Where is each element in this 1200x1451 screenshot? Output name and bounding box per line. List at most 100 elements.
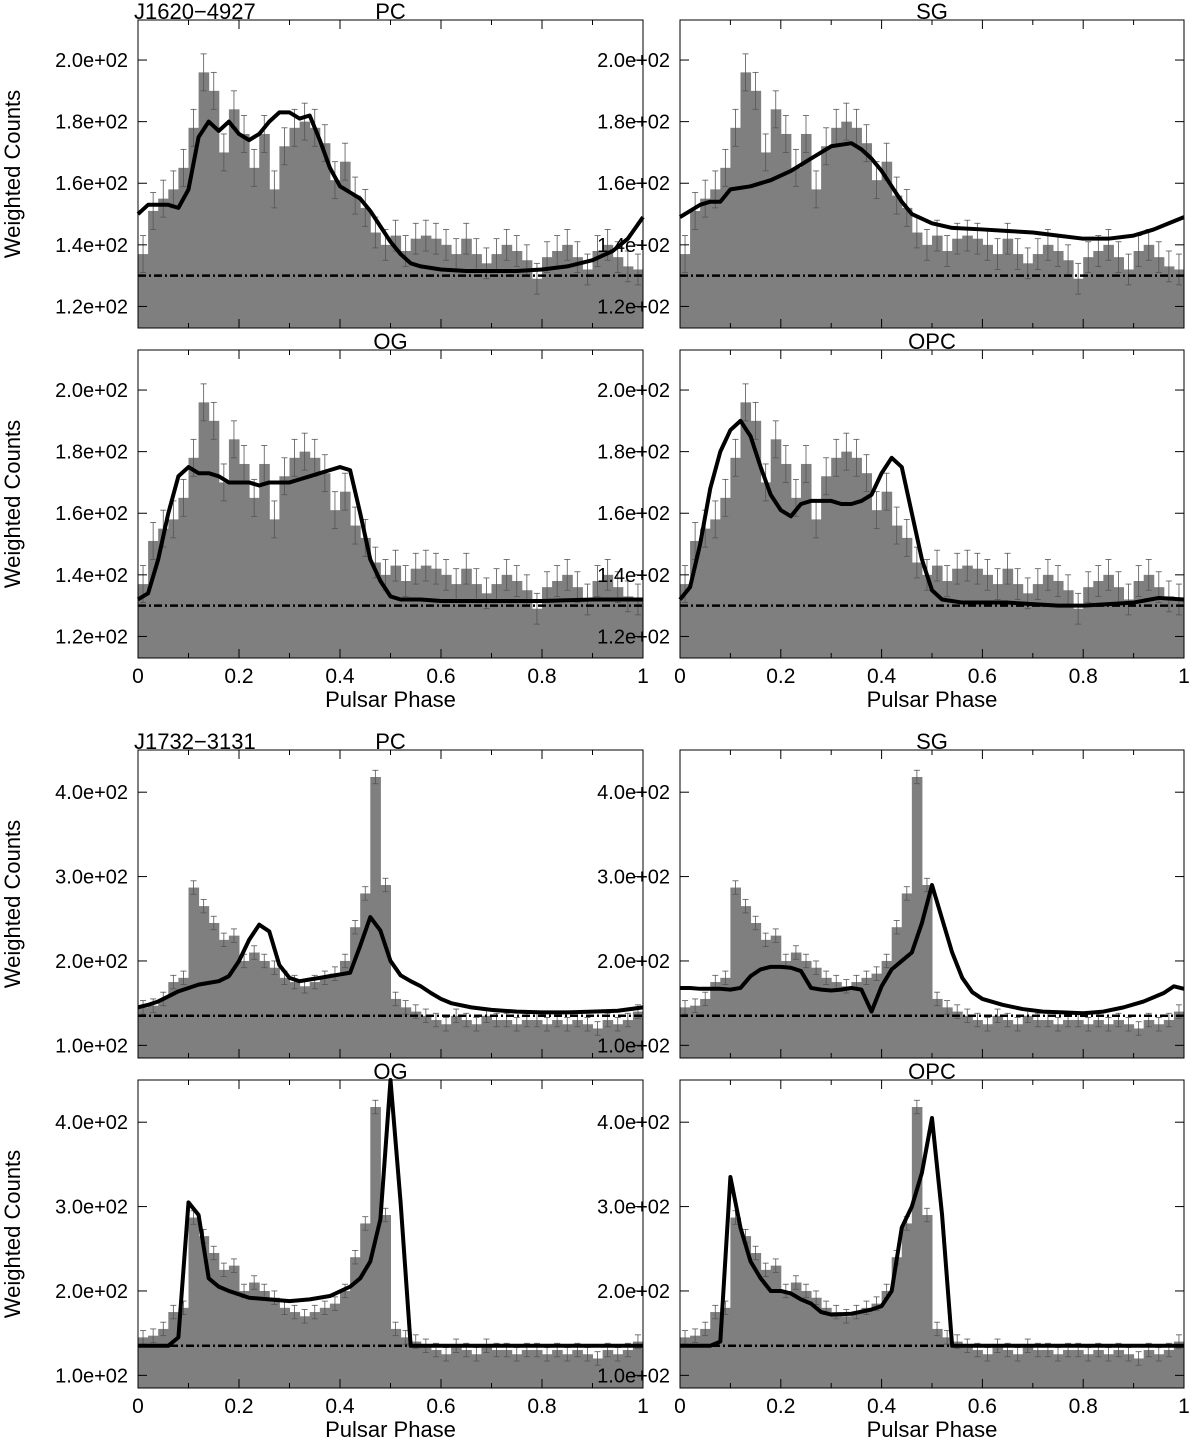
histogram-bar xyxy=(821,977,832,1058)
histogram-bar xyxy=(158,1328,169,1388)
histogram-bar xyxy=(1063,590,1074,658)
y-tick-label: 4.0e+02 xyxy=(55,1112,128,1134)
pulsar-label: J1732−3131 xyxy=(134,729,256,754)
histogram-bar xyxy=(1002,238,1014,328)
histogram-bar xyxy=(690,210,701,328)
histogram-bar xyxy=(249,497,260,658)
histogram-bar xyxy=(511,251,523,328)
histogram-bar xyxy=(501,244,513,328)
histogram-bar xyxy=(420,565,432,658)
histogram-bar xyxy=(1052,1024,1064,1058)
histogram-bar xyxy=(562,1024,573,1058)
histogram-bar xyxy=(471,1024,482,1058)
histogram-bar xyxy=(911,1107,923,1388)
histogram-bar xyxy=(760,152,772,328)
y-tick-label: 1.4e+02 xyxy=(55,235,128,257)
histogram-bar xyxy=(1153,257,1165,328)
histogram-bar xyxy=(821,1307,832,1388)
histogram-bar xyxy=(1052,1354,1064,1388)
histogram-bar xyxy=(198,402,210,658)
histogram-bar xyxy=(740,72,752,328)
histogram-bar xyxy=(800,133,812,328)
y-tick-label: 1.2e+02 xyxy=(55,296,128,318)
histogram-bar xyxy=(218,152,230,328)
histogram-bar xyxy=(390,1328,402,1388)
histogram-bar xyxy=(680,1007,691,1058)
histogram-bar xyxy=(700,198,711,328)
histogram-bar xyxy=(329,180,341,328)
y-tick-label: 4.0e+02 xyxy=(597,1112,670,1134)
histogram-bar xyxy=(1042,244,1054,328)
histogram-bar xyxy=(790,952,802,1058)
histogram-bar xyxy=(982,1354,993,1388)
histogram-bar xyxy=(521,590,533,658)
histogram-bar xyxy=(800,960,812,1058)
histogram-bar xyxy=(360,893,371,1058)
x-tick-label: 0 xyxy=(132,665,144,688)
histogram-bar xyxy=(680,1337,691,1388)
histogram-bar xyxy=(1022,1345,1034,1388)
histogram-bar xyxy=(269,519,280,658)
y-tick-label: 1.0e+02 xyxy=(597,1365,670,1387)
histogram-bar xyxy=(911,232,923,328)
x-tick-label: 1 xyxy=(637,665,649,688)
histogram-bar xyxy=(1143,1350,1155,1388)
histogram-bar xyxy=(891,927,903,1058)
histogram-bar xyxy=(750,922,762,1058)
histogram-bar xyxy=(1103,1024,1114,1058)
histogram-bar xyxy=(690,1335,701,1388)
panel-title: OG xyxy=(373,1059,407,1084)
histogram-bar xyxy=(841,986,852,1058)
panel-J1732−3131-opc: 0 0.2 0.4 0.6 0.8 1 1.0e+02 2.0e+02 3.0e+02 4.0e+… xyxy=(597,1059,1190,1442)
histogram-bar xyxy=(1012,1024,1024,1058)
histogram-bar xyxy=(612,1354,624,1388)
histogram-bar xyxy=(228,935,240,1058)
histogram-bar xyxy=(138,1007,149,1058)
x-tick-label: 0.8 xyxy=(1069,665,1098,688)
histogram-bar xyxy=(390,565,402,658)
y-tick-label: 3.0e+02 xyxy=(55,1197,128,1219)
histogram-bar xyxy=(1133,251,1145,328)
histogram-bar xyxy=(1012,1354,1024,1388)
histogram-bar xyxy=(770,109,782,328)
histogram-bar xyxy=(380,1215,391,1388)
histogram-bar xyxy=(340,161,351,328)
x-axis-label: Pulsar Phase xyxy=(325,1417,456,1442)
histogram-bar xyxy=(531,278,543,328)
histogram-bar xyxy=(441,244,452,328)
histogram-bar xyxy=(239,463,250,658)
histogram-bar xyxy=(1002,1020,1014,1058)
x-tick-label: 0.4 xyxy=(867,665,897,688)
histogram-bar xyxy=(952,238,963,328)
histogram-bar xyxy=(1103,244,1114,328)
histogram-bar xyxy=(481,1345,492,1388)
histogram-bar xyxy=(501,574,513,658)
histogram-bar xyxy=(481,1015,492,1058)
histogram-bar xyxy=(1113,1020,1125,1058)
histogram-bar xyxy=(1073,608,1084,658)
histogram-bar xyxy=(582,1024,593,1058)
histogram-bar xyxy=(800,1290,812,1388)
histogram-bar xyxy=(299,451,311,658)
histogram-bar xyxy=(552,1020,563,1058)
histogram-bar xyxy=(780,960,792,1058)
histogram-bar xyxy=(319,977,331,1058)
histogram-bar xyxy=(1113,1350,1125,1388)
histogram-bar xyxy=(168,982,179,1058)
histogram-bar xyxy=(430,1350,442,1388)
panel-J1620−4927-og: 0 0.2 0.4 0.6 0.8 1 1.2e+02 1.4e+02 1.6e+02 1.8e+… xyxy=(0,329,649,712)
y-tick-label: 1.6e+02 xyxy=(55,503,128,525)
histogram-bar xyxy=(1113,257,1125,328)
histogram-bar xyxy=(871,510,883,658)
histogram-bar xyxy=(531,1020,543,1058)
histogram-bar xyxy=(1032,1020,1044,1058)
histogram-bar xyxy=(410,238,422,328)
histogram-bar xyxy=(309,1312,321,1388)
model-curve xyxy=(138,1078,643,1348)
histogram-bar xyxy=(582,1354,593,1388)
panel-J1620−4927-sg: 1.2e+02 1.4e+02 1.6e+02 1.8e+02 2.0e+02 SG xyxy=(597,0,1185,329)
histogram-bar xyxy=(350,195,361,328)
histogram-bar xyxy=(740,1236,752,1388)
pulsar-label: J1620−4927 xyxy=(134,0,256,24)
histogram-bar xyxy=(750,1252,762,1388)
